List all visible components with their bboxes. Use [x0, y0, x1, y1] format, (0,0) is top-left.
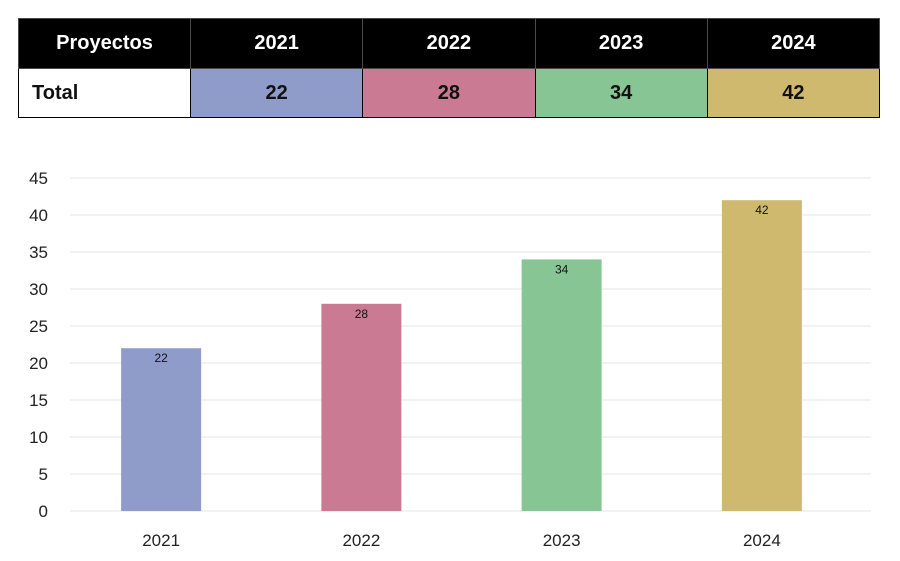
bar — [121, 348, 202, 511]
table-header-label: Proyectos — [18, 18, 191, 69]
y-tick-label: 20 — [29, 354, 48, 373]
chart-grid — [70, 177, 871, 512]
table-row-label: Total — [18, 68, 191, 118]
bar — [321, 303, 402, 511]
table-header-year: 2022 — [362, 18, 536, 69]
y-tick-label: 30 — [29, 280, 48, 299]
x-tick-label: 2021 — [142, 531, 180, 550]
table-cell-value: 22 — [189, 68, 364, 118]
table-header-year: 2023 — [534, 18, 708, 69]
y-tick-label: 25 — [29, 317, 48, 336]
data-label: 22 — [154, 351, 168, 365]
y-tick-label: 45 — [29, 169, 48, 188]
table-header-row: Proyectos 2021 2022 2023 2024 — [18, 18, 881, 69]
table-header-year: 2024 — [706, 18, 881, 69]
y-tick-label: 35 — [29, 243, 48, 262]
y-axis: 0 5 10 15 20 25 30 35 40 45 — [29, 169, 48, 521]
y-tick-label: 0 — [39, 502, 48, 521]
y-tick-label: 40 — [29, 206, 48, 225]
table-header-year: 2021 — [189, 18, 364, 69]
data-label: 28 — [355, 307, 369, 321]
table-row: Total 22 28 34 42 — [18, 68, 881, 118]
y-tick-label: 15 — [29, 391, 48, 410]
table-cell-value: 34 — [534, 68, 708, 118]
y-tick-label: 5 — [39, 465, 48, 484]
y-tick-label: 10 — [29, 428, 48, 447]
x-tick-label: 2024 — [743, 531, 781, 550]
x-tick-label: 2022 — [342, 531, 380, 550]
summary-table: Proyectos 2021 2022 2023 2024 Total 22 2… — [18, 18, 881, 118]
table-cell-value: 28 — [362, 68, 536, 118]
x-tick-label: 2023 — [543, 531, 581, 550]
bar-chart: 0 5 10 15 20 25 30 35 40 45 22 28 34 42 2021 2022 2023… — [29, 169, 871, 550]
x-axis: 2021 2022 2023 2024 — [142, 531, 781, 550]
bar — [521, 259, 602, 511]
data-label: 42 — [755, 203, 769, 217]
data-label: 34 — [555, 262, 569, 276]
bar-series: 22 28 34 42 — [121, 200, 802, 511]
bar — [721, 200, 802, 511]
table-cell-value: 42 — [706, 68, 881, 118]
